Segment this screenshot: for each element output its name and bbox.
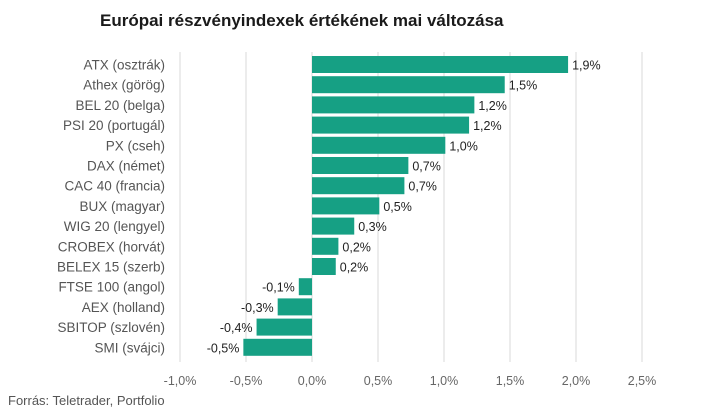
category-label: ATX (osztrák) <box>83 58 165 73</box>
category-label: BELEX 15 (szerb) <box>57 260 165 275</box>
bar <box>312 217 355 235</box>
bar <box>312 197 380 215</box>
value-label: 1,2% <box>478 99 507 113</box>
category-label: CAC 40 (francia) <box>64 179 165 194</box>
x-tick-label: 2,0% <box>562 374 591 388</box>
bars <box>243 56 569 356</box>
category-labels: ATX (osztrák) Athex (görög) BEL 20 (belga)… <box>57 58 165 356</box>
bar <box>312 237 339 255</box>
category-label: PSI 20 (portugál) <box>63 118 165 133</box>
category-label: AEX (holland) <box>82 300 165 315</box>
value-label: 0,7% <box>412 160 441 174</box>
category-label: BEL 20 (belga) <box>75 98 165 113</box>
value-label: -0,3% <box>241 301 274 315</box>
bar <box>312 116 470 134</box>
category-label: SBITOP (szlovén) <box>57 320 165 335</box>
bar <box>312 96 475 114</box>
value-label: -0,1% <box>262 281 295 295</box>
value-label: 0,7% <box>408 180 437 194</box>
x-tick-label: 2,5% <box>628 374 657 388</box>
bar <box>312 76 505 94</box>
x-tick-label: 1,5% <box>496 374 525 388</box>
value-label: 0,5% <box>383 200 412 214</box>
value-label: 1,9% <box>572 59 601 73</box>
category-label: WIG 20 (lengyel) <box>64 219 165 234</box>
value-label: 1,0% <box>449 139 478 153</box>
value-label: 1,2% <box>473 119 502 133</box>
bar <box>312 56 569 73</box>
category-label: Athex (görög) <box>83 78 165 93</box>
value-label: -0,4% <box>220 321 253 335</box>
x-axis-ticks: -1,0% -0,5% 0,0% 0,5% 1,0% 1,5% 2,0% 2,5% <box>164 374 657 388</box>
bar <box>243 338 312 356</box>
value-label: -0,5% <box>207 341 240 355</box>
x-tick-label: -0,5% <box>230 374 263 388</box>
category-label: SMI (svájci) <box>95 340 166 355</box>
value-label: 0,2% <box>340 261 369 275</box>
bar <box>312 136 446 154</box>
category-label: DAX (német) <box>87 159 165 174</box>
category-label: FTSE 100 (angol) <box>58 280 165 295</box>
category-label: BUX (magyar) <box>79 199 165 214</box>
source-note: Forrás: Teletrader, Portfolio <box>8 393 165 408</box>
chart-title: Európai részvényindexek értékének mai vá… <box>100 11 504 30</box>
bar <box>312 177 405 195</box>
x-tick-label: 0,0% <box>298 374 327 388</box>
bar <box>277 298 312 316</box>
category-label: CROBEX (horvát) <box>58 239 165 254</box>
x-tick-label: 1,0% <box>430 374 459 388</box>
bar <box>312 258 336 275</box>
bar <box>312 157 409 174</box>
value-label: 0,2% <box>342 240 371 254</box>
value-labels: 1,9%1,5%1,2%1,2%1,0%0,7%0,7%0,5%0,3%0,2%… <box>207 59 601 356</box>
bar <box>256 318 312 336</box>
category-label: PX (cseh) <box>106 138 165 153</box>
x-tick-label: 0,5% <box>364 374 393 388</box>
value-label: 1,5% <box>509 79 537 93</box>
bar <box>298 278 312 296</box>
x-tick-label: -1,0% <box>164 374 197 388</box>
value-label: 0,3% <box>358 220 387 234</box>
